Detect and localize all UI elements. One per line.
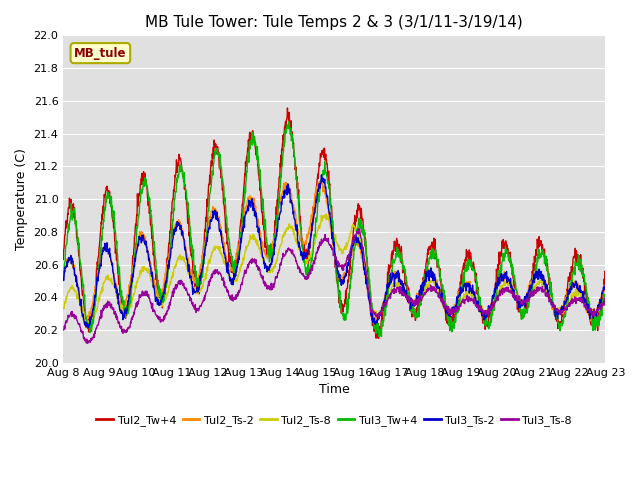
Y-axis label: Temperature (C): Temperature (C) xyxy=(15,148,28,250)
X-axis label: Time: Time xyxy=(319,383,349,396)
Text: MB_tule: MB_tule xyxy=(74,47,127,60)
Title: MB Tule Tower: Tule Temps 2 & 3 (3/1/11-3/19/14): MB Tule Tower: Tule Temps 2 & 3 (3/1/11-… xyxy=(145,15,523,30)
Legend: Tul2_Tw+4, Tul2_Ts-2, Tul2_Ts-8, Tul3_Tw+4, Tul3_Ts-2, Tul3_Ts-8: Tul2_Tw+4, Tul2_Ts-2, Tul2_Ts-8, Tul3_Tw… xyxy=(92,411,577,431)
